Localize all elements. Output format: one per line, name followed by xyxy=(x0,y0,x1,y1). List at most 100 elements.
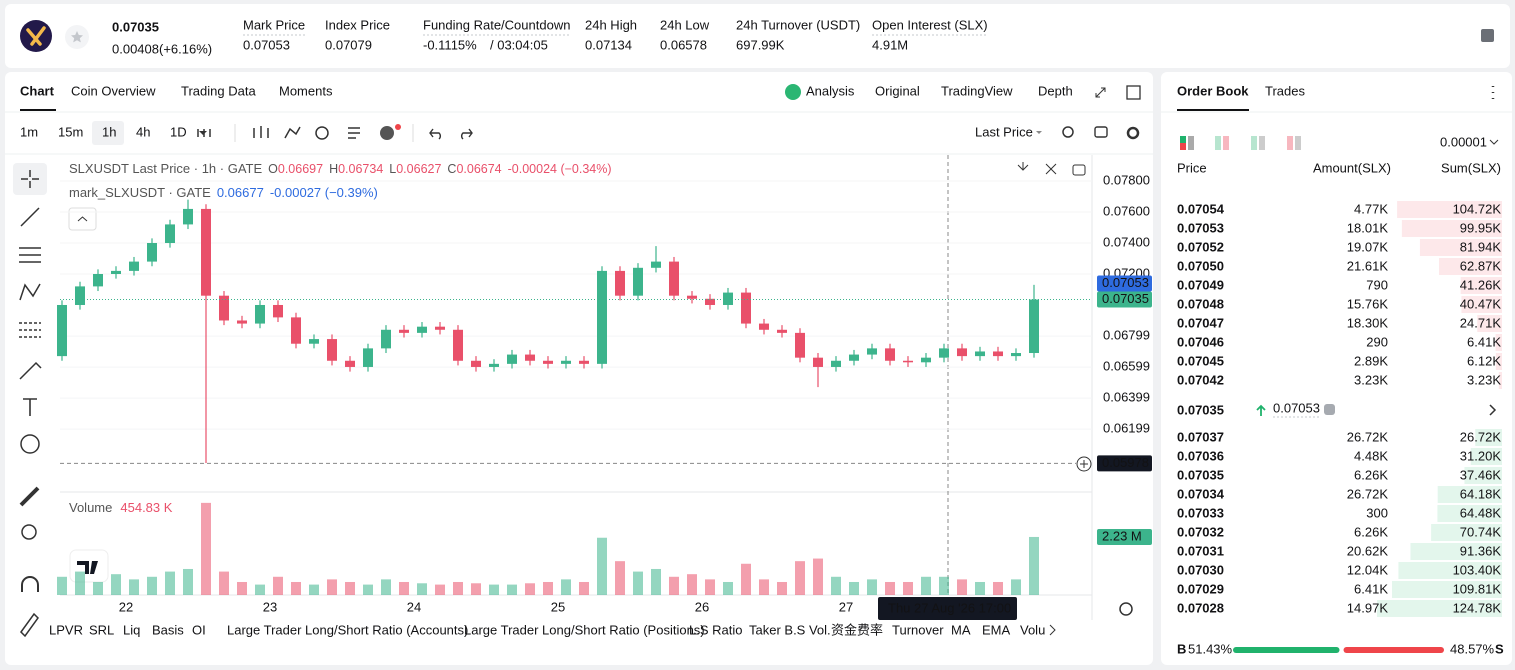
tab[interactable]: Chart xyxy=(20,83,55,98)
chart-settings-icon[interactable] xyxy=(1126,126,1140,140)
indicator-icon[interactable] xyxy=(284,126,301,139)
book-price[interactable]: 0.07029 xyxy=(1177,581,1224,596)
indicator-tab[interactable]: Large Trader Long/Short Ratio (Accounts) xyxy=(227,622,468,637)
indicator-tab[interactable]: Liq xyxy=(123,622,140,637)
legend-value: 0.06697 xyxy=(278,162,323,176)
view-tab[interactable]: Depth xyxy=(1038,83,1073,98)
book-price[interactable]: 0.07053 xyxy=(1177,220,1224,235)
redo-button[interactable] xyxy=(461,128,473,140)
book-price[interactable]: 0.07046 xyxy=(1177,334,1224,349)
book-amount: 300 xyxy=(1366,505,1388,520)
tool-trendline[interactable] xyxy=(20,207,40,227)
indicator-tab[interactable]: Turnover xyxy=(892,622,944,637)
indicator-tab[interactable]: OI xyxy=(192,622,206,637)
volume-bar xyxy=(417,583,427,595)
interval-caret[interactable] xyxy=(199,131,207,135)
candle-body xyxy=(921,357,931,363)
tool-magnet[interactable] xyxy=(21,576,39,592)
interval[interactable]: 4h xyxy=(136,124,150,139)
interval[interactable]: 1D xyxy=(170,124,187,139)
alert-icon[interactable] xyxy=(380,126,394,140)
book-price[interactable]: 0.07036 xyxy=(1177,448,1224,463)
book-tab[interactable]: Trades xyxy=(1265,83,1305,98)
legend-value: 0.06627 xyxy=(396,162,441,176)
book-price[interactable]: 0.07028 xyxy=(1177,600,1224,615)
interval[interactable]: 1m xyxy=(20,124,38,139)
tool-projection[interactable] xyxy=(19,322,41,338)
orderbook-more[interactable] xyxy=(1489,404,1497,416)
indicator-tab[interactable]: Volu xyxy=(1020,622,1045,637)
tool-pattern[interactable] xyxy=(19,283,41,301)
tab[interactable]: Moments xyxy=(279,83,333,98)
legend-toggle[interactable] xyxy=(68,207,97,231)
book-price[interactable]: 0.07034 xyxy=(1177,486,1225,501)
book-price[interactable]: 0.07037 xyxy=(1177,429,1224,444)
indicator-tab[interactable]: MA xyxy=(951,622,971,637)
candle-body xyxy=(705,298,715,305)
indicator-tab[interactable]: 资金费率 xyxy=(831,622,883,637)
undo-button[interactable] xyxy=(429,128,441,140)
book-icon[interactable] xyxy=(1481,29,1494,42)
book-price[interactable]: 0.07030 xyxy=(1177,562,1224,577)
candle-body xyxy=(183,208,193,225)
interval[interactable]: 15m xyxy=(58,124,83,139)
book-price[interactable]: 0.07054 xyxy=(1177,201,1225,216)
book-price[interactable]: 0.07031 xyxy=(1177,543,1224,558)
view-tab[interactable]: Analysis xyxy=(806,83,855,98)
interval[interactable]: 1h xyxy=(102,124,116,139)
book-price[interactable]: 0.07052 xyxy=(1177,239,1224,254)
indicator-tab[interactable]: L.S Ratio xyxy=(689,622,742,637)
fullscreen-button[interactable] xyxy=(1072,164,1086,176)
collapse-button[interactable] xyxy=(1045,163,1057,175)
book-price[interactable]: 0.07047 xyxy=(1177,315,1224,330)
compare-icon[interactable] xyxy=(315,126,329,140)
tool-lock[interactable] xyxy=(20,612,39,638)
book-price[interactable]: 0.07035 xyxy=(1177,467,1224,482)
precision-caret[interactable] xyxy=(1489,139,1499,145)
candle-body xyxy=(111,270,121,274)
screenshot-icon[interactable] xyxy=(1094,126,1108,138)
book-price[interactable]: 0.07049 xyxy=(1177,277,1224,292)
book-sum: 6.12K xyxy=(1467,353,1501,368)
book-price[interactable]: 0.07050 xyxy=(1177,258,1224,273)
icon-part xyxy=(1287,136,1293,150)
layout-button[interactable] xyxy=(1126,85,1141,100)
indicator-tab[interactable]: LPVR xyxy=(49,622,83,637)
book-price[interactable]: 0.07045 xyxy=(1177,353,1224,368)
tool-fib[interactable] xyxy=(19,247,41,263)
book-price[interactable]: 0.07048 xyxy=(1177,296,1224,311)
template-icon[interactable] xyxy=(348,127,360,139)
tool-crosshair[interactable] xyxy=(13,163,47,195)
indicator-scroll[interactable] xyxy=(1049,624,1056,636)
price-source[interactable]: Last Price xyxy=(975,124,1033,139)
volume-bar xyxy=(957,579,967,595)
settings-icon[interactable] xyxy=(1119,602,1133,616)
tool-zoom[interactable] xyxy=(21,524,37,540)
view-tab[interactable]: TradingView xyxy=(941,83,1013,98)
source-caret[interactable] xyxy=(1036,131,1042,134)
tool-text[interactable] xyxy=(23,398,37,416)
candle-body xyxy=(1011,353,1021,357)
indicator-tab[interactable]: Large Trader Long/Short Ratio (Positions… xyxy=(464,622,705,637)
tool-emoji[interactable] xyxy=(20,434,40,454)
indicator-tab[interactable]: SRL xyxy=(89,622,114,637)
book-price[interactable]: 0.07033 xyxy=(1177,505,1224,520)
candle-body xyxy=(777,329,787,333)
volume-bar xyxy=(579,581,589,595)
tool-ruler[interactable] xyxy=(19,486,40,507)
indicator-tab[interactable]: Basis xyxy=(152,622,184,637)
precision[interactable]: 0.00001 xyxy=(1440,134,1487,149)
indicator-tab[interactable]: Taker B.S Vol. xyxy=(749,622,831,637)
book-price[interactable]: 0.07032 xyxy=(1177,524,1224,539)
tab[interactable]: Coin Overview xyxy=(71,83,156,98)
book-view-icons[interactable] xyxy=(1180,136,1301,150)
search-icon[interactable] xyxy=(1062,126,1074,138)
view-tab[interactable]: Original xyxy=(875,83,920,98)
crosshair-time: Thu 27 Aug '26 17:00 xyxy=(888,600,1011,615)
tab[interactable]: Trading Data xyxy=(181,83,256,98)
indicator-tab[interactable]: EMA xyxy=(982,622,1011,637)
scroll-button[interactable] xyxy=(1017,162,1029,171)
tool-brush[interactable] xyxy=(19,361,42,380)
book-tab[interactable]: Order Book xyxy=(1177,83,1249,98)
book-price[interactable]: 0.07042 xyxy=(1177,372,1224,387)
